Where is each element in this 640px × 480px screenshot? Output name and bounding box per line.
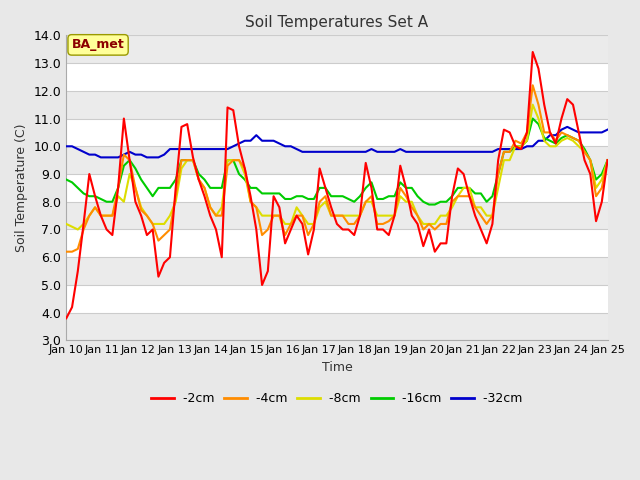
Bar [67,36,607,63]
Title: Soil Temperatures Set A: Soil Temperatures Set A [245,15,429,30]
Legend:  -2cm,  -4cm,  -8cm,  -16cm,  -32cm: -2cm, -4cm, -8cm, -16cm, -32cm [147,387,527,410]
X-axis label: Time: Time [321,361,352,374]
Bar [67,202,607,229]
Bar [67,257,607,285]
Bar [67,312,607,340]
Bar [67,146,607,174]
Y-axis label: Soil Temperature (C): Soil Temperature (C) [15,124,28,252]
Bar [67,91,607,119]
Text: BA_met: BA_met [72,38,124,51]
